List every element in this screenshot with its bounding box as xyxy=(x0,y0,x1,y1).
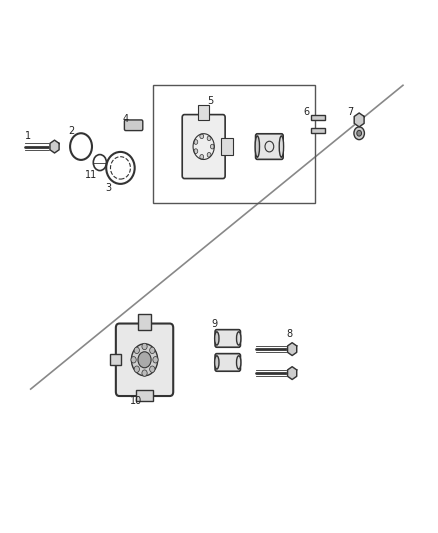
Ellipse shape xyxy=(237,356,241,369)
FancyBboxPatch shape xyxy=(215,329,240,348)
Ellipse shape xyxy=(215,332,219,345)
Bar xyxy=(198,106,209,120)
Circle shape xyxy=(207,136,211,141)
Bar xyxy=(136,390,153,401)
Polygon shape xyxy=(354,113,364,127)
Text: 7: 7 xyxy=(347,107,353,117)
Text: 10: 10 xyxy=(130,396,142,406)
Circle shape xyxy=(131,344,158,376)
Circle shape xyxy=(210,144,214,149)
FancyBboxPatch shape xyxy=(182,115,225,179)
Circle shape xyxy=(134,347,139,353)
Polygon shape xyxy=(288,343,297,356)
Circle shape xyxy=(153,357,158,363)
FancyBboxPatch shape xyxy=(215,354,240,371)
Circle shape xyxy=(200,155,204,159)
Circle shape xyxy=(134,366,139,373)
FancyBboxPatch shape xyxy=(256,134,283,159)
Ellipse shape xyxy=(255,136,259,157)
Circle shape xyxy=(357,131,361,136)
Bar xyxy=(153,85,315,203)
Ellipse shape xyxy=(237,332,241,345)
Text: 8: 8 xyxy=(286,329,292,339)
Text: 1: 1 xyxy=(25,131,31,141)
Text: 9: 9 xyxy=(212,319,218,328)
Text: 4: 4 xyxy=(123,114,129,124)
Ellipse shape xyxy=(215,356,219,369)
Polygon shape xyxy=(288,367,297,379)
Circle shape xyxy=(150,366,155,373)
Circle shape xyxy=(142,343,147,350)
Circle shape xyxy=(194,140,198,144)
Text: 11: 11 xyxy=(85,170,97,180)
Text: 6: 6 xyxy=(304,107,310,117)
Polygon shape xyxy=(50,140,59,153)
Circle shape xyxy=(207,152,211,157)
Bar xyxy=(311,128,325,133)
Circle shape xyxy=(138,352,151,368)
Ellipse shape xyxy=(279,136,283,157)
Circle shape xyxy=(354,127,364,140)
Text: 2: 2 xyxy=(68,126,74,135)
Text: 3: 3 xyxy=(106,183,112,193)
Circle shape xyxy=(142,370,147,376)
Bar xyxy=(221,138,233,156)
Bar xyxy=(311,115,325,120)
Circle shape xyxy=(150,347,155,353)
Bar xyxy=(110,354,121,365)
Circle shape xyxy=(131,357,136,363)
Text: 5: 5 xyxy=(207,96,213,106)
Circle shape xyxy=(194,149,198,154)
Circle shape xyxy=(200,134,204,139)
FancyBboxPatch shape xyxy=(116,324,173,396)
Bar xyxy=(138,314,151,330)
FancyBboxPatch shape xyxy=(124,120,143,131)
